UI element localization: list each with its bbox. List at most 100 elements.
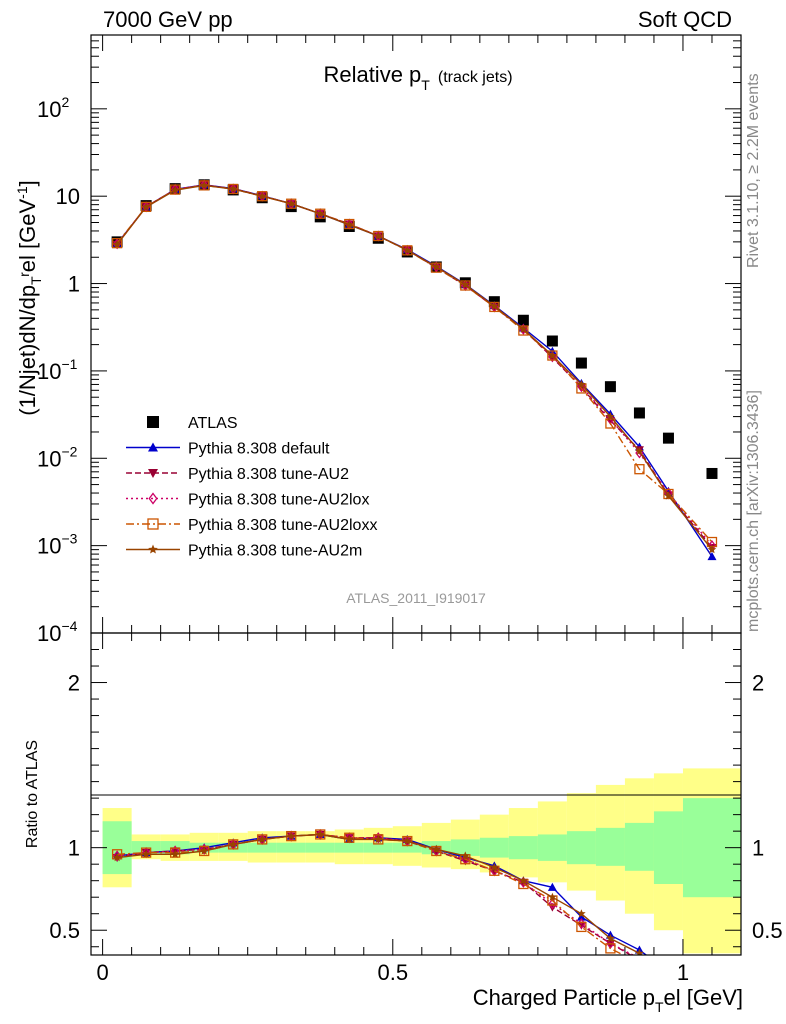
ratio-point-au2 [576, 921, 586, 930]
data-point-au2m [490, 301, 499, 310]
main-y-tick-label-base: 10 [37, 621, 61, 646]
data-point-au2m [141, 202, 151, 211]
legend-marker [147, 416, 159, 428]
uncertainty-band-inner [305, 842, 335, 853]
main-y-tick-label: 10−4 [37, 618, 78, 646]
main-y-tick-label-base: 10 [37, 97, 61, 122]
ratio-point-au2loxx [605, 943, 616, 954]
ratio-point-au2m [548, 892, 557, 901]
uncertainty-band-inner [595, 827, 625, 866]
ratio-point-au2loxx [170, 847, 181, 858]
data-point-atlas [633, 407, 645, 419]
ratio-point-au2m [199, 846, 209, 855]
analysis-watermark: ATLAS_2011_I919017 [346, 590, 486, 606]
ratio-point-au2m [635, 948, 644, 955]
data-point-default [707, 552, 717, 561]
series-line-au2lox [116, 184, 713, 547]
data-point-atlas [575, 357, 587, 369]
uncertainty-band-inner [363, 842, 393, 853]
x-axis-label: Charged Particle pTel [GeV] [473, 985, 743, 1015]
data-point-au2lox [577, 381, 586, 393]
data-point-au2m [519, 324, 528, 333]
ratio-point-au2m [141, 849, 151, 858]
ratio-point-au2loxx [228, 839, 239, 850]
uncertainty-band-inner [392, 842, 422, 853]
ratio-point-au2loxx [635, 959, 644, 968]
ratio-marks [111, 828, 648, 968]
data-point-au2loxx [315, 208, 326, 219]
ratio-y-tick-label: 2 [68, 671, 80, 696]
data-point-au2m [228, 184, 238, 193]
main-y-tick-label-exponent: −1 [61, 356, 77, 372]
main-y-tick-label-exponent: −3 [61, 531, 77, 547]
legend-marker [148, 492, 158, 505]
uncertainty-band-inner [566, 831, 596, 865]
data-point-au2m [606, 412, 615, 421]
ratio-point-au2m [316, 830, 325, 839]
ratio-point-au2m [170, 849, 180, 858]
mcplots-label: mcplots.cern.ch [arXiv:1306.3436] [745, 390, 762, 632]
data-point-au2m [548, 351, 557, 360]
ratio-point-au2m [228, 839, 238, 848]
ratio-y-tick-label-right: 1 [752, 836, 764, 861]
data-point-au2m [432, 262, 441, 271]
uncertainty-band-inner [653, 811, 683, 884]
legend-entry-atlas: ATLAS [147, 415, 238, 432]
main-y-tick-label: 10−1 [37, 356, 78, 384]
uncertainty-band-inner [479, 837, 509, 858]
ratio-y-tick-label: 1 [68, 836, 80, 861]
data-point-au2m [461, 280, 470, 289]
ratio-point-au2loxx [344, 832, 355, 843]
rivet-version-label: Rivet 3.1.10, ≥ 2.2M events [745, 73, 762, 268]
legend-label: Pythia 8.308 tune-AU2loxx [188, 517, 377, 534]
legend: ATLAS Pythia 8.308 default Pythia 8.308 tu… [126, 415, 377, 560]
header-right-label: Soft QCD [637, 7, 732, 32]
ratio-point-default [547, 882, 557, 891]
data-point-au2loxx [605, 418, 616, 429]
ratio-point-au2m [257, 834, 267, 844]
main-y-axis-label: (1/Njet)dN/dpTrel [GeV-1] [14, 180, 44, 416]
ratio-panel: 0.5 0.5 1 1 2 2 0 0.5 1 Ratio to ATLAS Charged P… [24, 632, 783, 1015]
data-point-au2m [170, 185, 180, 194]
data-point-au2m [199, 180, 209, 189]
data-point-au2m [635, 446, 644, 455]
legend-label: Pythia 8.308 tune-AU2lox [188, 492, 369, 509]
legend-marker [148, 469, 158, 478]
series-au2m [112, 180, 717, 554]
uncertainty-band-inner [334, 842, 364, 853]
data-point-au2loxx [547, 350, 558, 361]
legend-label: Pythia 8.308 default [188, 441, 330, 458]
main-y-tick-label-base: 10 [37, 446, 61, 471]
ratio-point-au2loxx [576, 921, 587, 933]
main-y-tick-label-exponent: −2 [61, 443, 77, 459]
legend-entry-au2loxx: Pythia 8.308 tune-AU2loxx [126, 517, 377, 534]
ratio-point-au2m [403, 836, 412, 845]
uncertainty-band-inner [102, 821, 132, 875]
ratio-point-au2lox [199, 843, 209, 855]
data-point-atlas [604, 381, 616, 393]
ratio-point-default [576, 912, 586, 921]
data-point-au2loxx [663, 488, 674, 500]
uncertainty-band-inner [537, 834, 567, 861]
data-point-au2m [664, 491, 673, 500]
legend-label: ATLAS [188, 415, 238, 432]
legend-entry-au2m: Pythia 8.308 tune-AU2m [126, 543, 362, 560]
ratio-point-au2m [577, 909, 586, 918]
ratio-y-tick-label-right: 0.5 [752, 918, 783, 943]
ratio-point-au2m [490, 863, 499, 872]
main-y-tick-label-exponent: −4 [61, 618, 77, 634]
main-y-tick-label-base: 10 [37, 359, 61, 384]
x-tick-label: 0 [96, 960, 108, 985]
ratio-point-au2m [519, 876, 528, 885]
data-point-au2loxx [111, 238, 123, 249]
ratio-y-tick-label: 0.5 [49, 918, 80, 943]
uncertainty-band-inner [624, 822, 654, 871]
ratio-y-tick-label-right: 2 [752, 671, 764, 696]
main-marks [111, 179, 718, 561]
ratio-point-au2m [286, 831, 296, 840]
ratio-point-au2lox [374, 832, 383, 844]
uncertainty-band-inner [247, 842, 277, 853]
ratio-series-au2m [112, 830, 644, 955]
data-point-au2m [577, 379, 586, 389]
